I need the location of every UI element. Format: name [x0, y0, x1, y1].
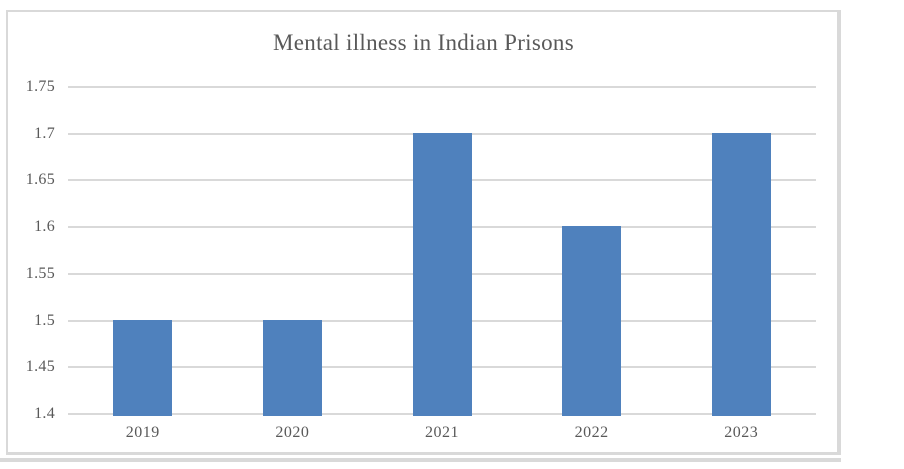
y-axis-tick-label: 1.6 [34, 218, 55, 236]
x-axis-label: 2020 [275, 424, 310, 441]
bar-2023 [711, 132, 771, 416]
bar-2020 [262, 319, 322, 416]
x-axis-label: 2021 [424, 424, 459, 441]
y-axis-tick-label: 1.5 [34, 311, 55, 329]
x-axis-label: 2019 [125, 424, 160, 441]
bar-2019 [113, 319, 173, 416]
y-axis-tick-label: 1.55 [25, 264, 55, 282]
chart-frame-shadow [0, 458, 841, 462]
bar-2021 [412, 132, 472, 416]
chart-title: Mental illness in Indian Prisons [273, 30, 574, 55]
y-axis-tick-label: 1.4 [34, 405, 55, 422]
y-axis-tick-label: 1.7 [34, 124, 55, 142]
x-axis-label: 2022 [574, 424, 609, 441]
y-axis-tick-label: 1.65 [25, 171, 55, 189]
plot-area [68, 86, 816, 416]
y-axis-tick-label: 1.45 [25, 358, 55, 376]
y-axis-tick-label: 1.75 [25, 78, 55, 95]
gridline [68, 86, 816, 88]
bar-2022 [562, 226, 622, 416]
x-axis-label: 2023 [724, 424, 759, 441]
